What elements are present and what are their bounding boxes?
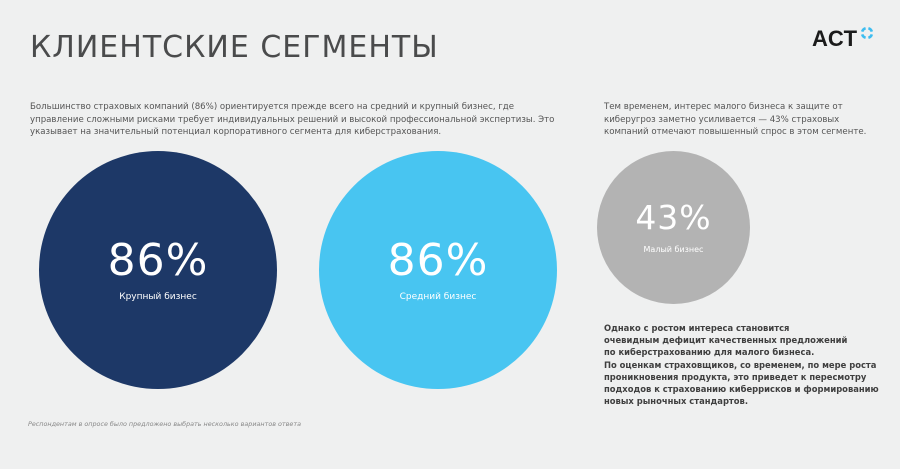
- intro-paragraph: Большинство страховых компаний (86%) ори…: [30, 102, 555, 137]
- medium-business-circle: 86% Средний бизнес: [319, 151, 557, 389]
- conclusion-line: Однако с ростом интереса становится: [604, 323, 790, 333]
- large-business-circle: 86% Крупный бизнес: [39, 151, 277, 389]
- logo-text: АСТ: [812, 26, 858, 51]
- conclusion-line: По оценкам страховщиков, со временем, по…: [604, 359, 877, 370]
- medium-business-label: Средний бизнес: [399, 292, 477, 302]
- conclusion-line: проникновения продукта, это приведет к п…: [604, 371, 867, 382]
- logo: АСТ: [812, 25, 874, 51]
- small-business-value: 43%: [635, 197, 712, 237]
- medium-business-value: 86%: [387, 235, 489, 286]
- footnote: Респондентам в опросе было предложено вы…: [28, 420, 301, 428]
- logo-mark-icon: [860, 25, 874, 44]
- small-business-paragraph: Тем временем, интерес малого бизнеса к з…: [604, 102, 867, 137]
- large-business-label: Крупный бизнес: [119, 292, 197, 302]
- conclusion-line: подходов к страхованию киберрисков и фор…: [604, 384, 879, 395]
- large-business-value: 86%: [107, 235, 209, 286]
- small-business-circle: 43% Малый бизнес: [597, 151, 750, 304]
- page-title: КЛИЕНТСКИЕ СЕГМЕНТЫ: [30, 30, 439, 65]
- conclusion-paragraph: Однако с ростом интереса становится очев…: [604, 322, 879, 407]
- conclusion-line: новых рыночных стандартов.: [604, 396, 749, 407]
- conclusion-line: по киберстрахованию для малого бизнеса.: [604, 347, 815, 358]
- conclusion-line: очевидным дефицит качественных предложен…: [604, 335, 848, 346]
- small-business-label: Малый бизнес: [643, 244, 704, 254]
